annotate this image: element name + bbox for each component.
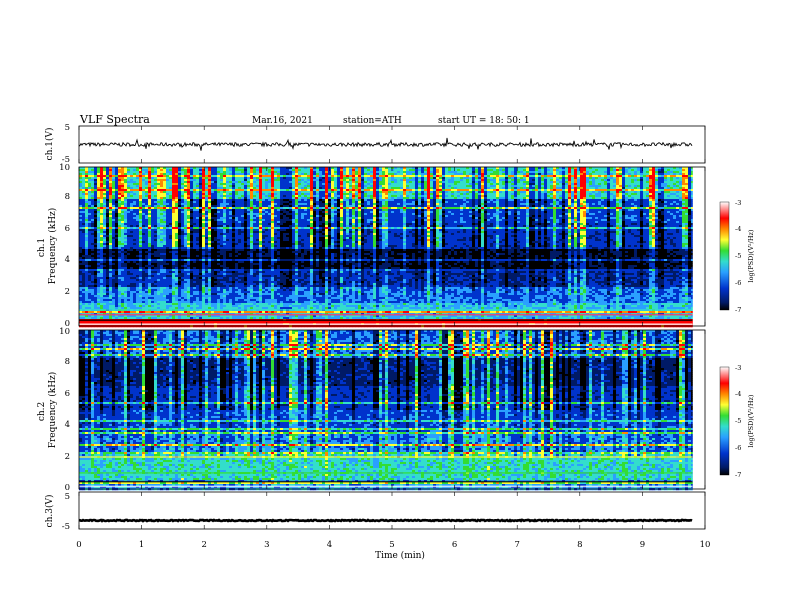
ch3-waveform-line — [79, 520, 692, 521]
ch1-ytick-8: 8 — [65, 192, 70, 202]
ch3-waveform-panel: 5 -5 ch.3(V) — [44, 492, 705, 532]
ch3-waveform-ytick-top: 5 — [65, 492, 70, 502]
time-tick-9: 9 — [640, 540, 645, 550]
ch1-colorbar-bar — [720, 202, 729, 310]
figure-title: VLF Spectra — [79, 113, 150, 126]
time-tick-0: 0 — [76, 540, 81, 550]
time-tick-7: 7 — [514, 540, 519, 550]
ch2-spectrogram-ylabel: ch.2 Frequency (kHz) — [37, 372, 58, 449]
ch1-ytick-4: 4 — [65, 255, 70, 265]
time-tick-3: 3 — [264, 540, 269, 550]
start-time-label: start UT = 18: 50: 1 — [438, 116, 530, 126]
ch2-ytick-8: 8 — [65, 357, 70, 367]
ch2-cb-tick-m7: -7 — [735, 471, 741, 479]
ch1-spectrogram-yticks: 0 2 4 6 8 10 — [59, 163, 70, 329]
ch1-ytick-10: 10 — [59, 163, 70, 173]
ch2-colorbar: -3 -4 -5 -6 -7 log(PSD)(V²/Hz) — [720, 364, 755, 479]
time-tick-1: 1 — [139, 540, 144, 550]
ch2-cb-tick-m6: -6 — [735, 444, 741, 452]
ch1-ytick-6: 6 — [65, 224, 70, 234]
ch1-waveform-ytick-top: 5 — [65, 123, 70, 133]
ch1-waveform-panel: 5 -5 ch.1(V) — [44, 123, 705, 165]
ch1-spectrogram-panel: 0 2 4 6 8 10 ch.1 Frequency (kHz) — [37, 163, 705, 329]
ch2-ytick-10: 10 — [59, 327, 70, 337]
ch3-waveform-trace — [79, 520, 692, 521]
ch1-colorbar: -3 -4 -5 -6 -7 log(PSD)(V²/Hz) — [720, 199, 755, 314]
ch1-waveform-ylabel: ch.1(V) — [44, 128, 55, 161]
ch1-spectrogram-image — [79, 167, 693, 327]
ch1-waveform-line — [79, 138, 692, 151]
ch2-ytick-4: 4 — [65, 420, 70, 430]
ch1-waveform-trace — [79, 138, 692, 151]
ch2-spectrogram-image — [79, 330, 693, 490]
station-label: station=ATH — [343, 116, 402, 126]
ch1-colorbar-label: log(PSD)(V²/Hz) — [747, 229, 755, 282]
ch2-ytick-6: 6 — [65, 389, 70, 399]
ch1-cb-tick-m5: -5 — [735, 252, 741, 260]
time-tick-2: 2 — [201, 540, 206, 550]
ch1-cb-tick-m3: -3 — [735, 199, 741, 207]
time-tick-5: 5 — [389, 540, 394, 550]
time-tick-10: 10 — [700, 540, 711, 550]
time-axis-label: Time (min) — [375, 550, 425, 561]
ch1-cb-tick-m7: -7 — [735, 306, 741, 314]
ch1-ytick-2: 2 — [65, 287, 70, 297]
time-tick-8: 8 — [577, 540, 582, 550]
ch1-spectrogram-ylabel: ch.1 Frequency (kHz) — [37, 208, 58, 285]
ch2-colorbar-bar — [720, 367, 729, 475]
ch1-cb-tick-m4: -4 — [735, 225, 741, 233]
ch2-spectrogram-yticks: 0 2 4 6 8 10 — [59, 327, 70, 493]
ch1-cb-tick-m6: -6 — [735, 279, 741, 287]
ch2-cb-tick-m3: -3 — [735, 364, 741, 372]
ch2-colorbar-label: log(PSD)(V²/Hz) — [747, 394, 755, 447]
date-label: Mar.16, 2021 — [252, 116, 313, 126]
ch2-spectrogram-panel: 0 2 4 6 8 10 ch.2 Frequency (kHz) — [37, 327, 705, 493]
ch3-waveform-frame — [79, 492, 705, 529]
ch3-waveform-ylabel: ch.3(V) — [44, 495, 55, 528]
time-tick-4: 4 — [327, 540, 332, 550]
ch2-cb-tick-m4: -4 — [735, 390, 741, 398]
ch3-waveform-ytick-bottom: -5 — [62, 522, 70, 532]
ch2-ytick-2: 2 — [65, 452, 70, 462]
ch2-cb-tick-m5: -5 — [735, 417, 741, 425]
time-tick-6: 6 — [452, 540, 457, 550]
vlf-spectra-figure: VLF Spectra Mar.16, 2021 station=ATH sta… — [0, 0, 792, 612]
